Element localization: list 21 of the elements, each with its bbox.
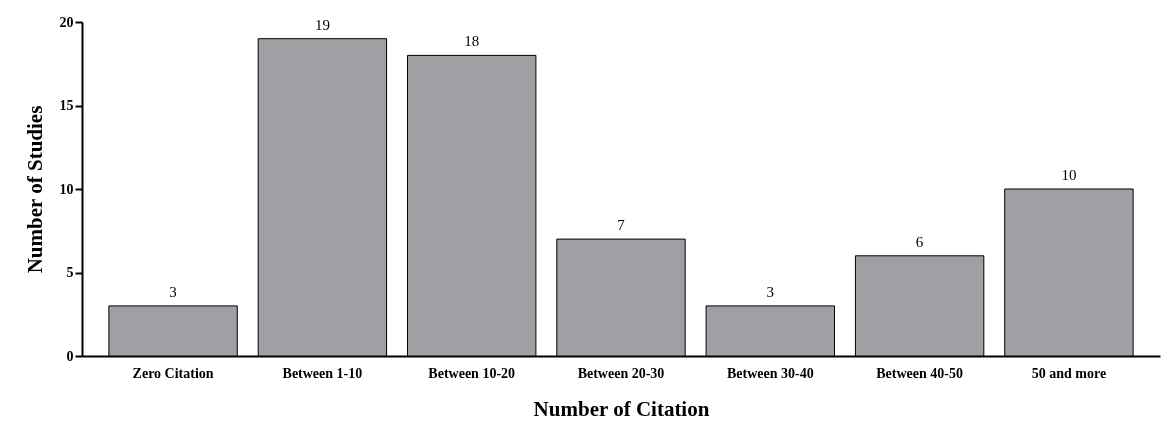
x-tick-label: Zero Citation	[132, 365, 214, 381]
x-tick-label: Between 1-10	[282, 365, 363, 381]
x-tick-label: Between 40-50	[876, 365, 963, 381]
data-label: 19	[314, 16, 330, 33]
y-axis-title: Number of Studies	[22, 105, 47, 274]
y-tick-label: 20	[59, 14, 74, 30]
x-tick-label: Between 10-20	[428, 365, 516, 381]
x-axis-title: Number of Citation	[533, 396, 710, 421]
x-tick-label: Between 20-30	[577, 365, 665, 381]
y-tick-label: 5	[66, 265, 74, 280]
y-tick-label: 0	[66, 348, 74, 364]
data-label: 3	[766, 283, 775, 300]
data-label: 18	[464, 33, 480, 50]
data-label: 10	[1061, 167, 1077, 183]
data-label: 3	[169, 283, 177, 300]
data-label: 7	[617, 217, 626, 234]
x-tick-label: 50 and more	[1031, 365, 1107, 381]
y-tick-label: 15	[59, 98, 74, 113]
x-tick-label: Between 30-40	[726, 365, 814, 381]
data-label: 6	[915, 233, 924, 250]
y-tick-label: 10	[59, 181, 74, 197]
